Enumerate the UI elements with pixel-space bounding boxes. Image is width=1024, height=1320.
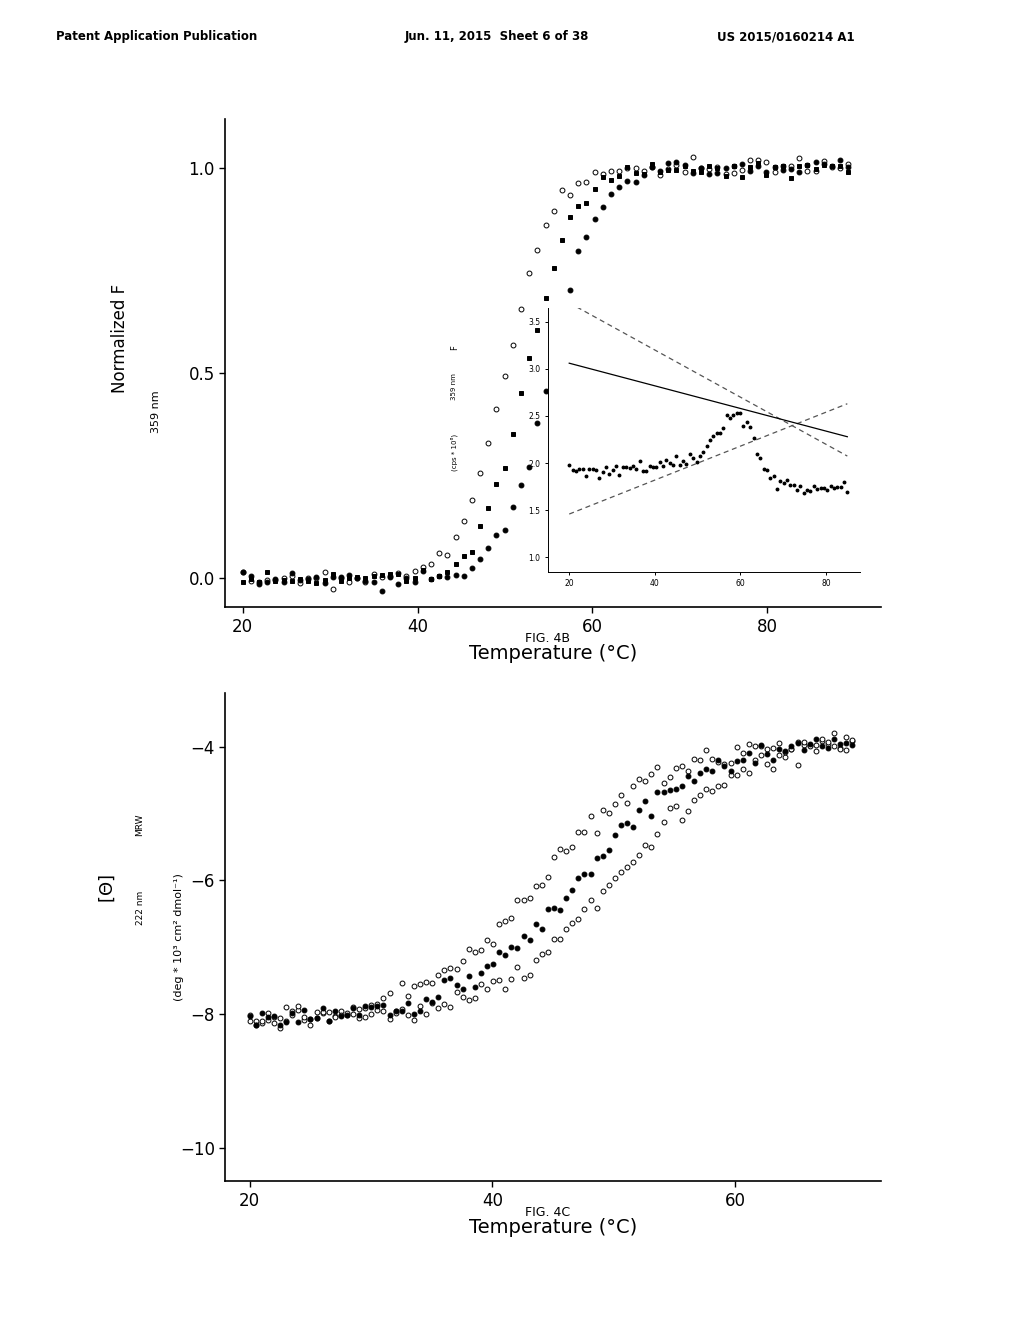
Text: Normalized F: Normalized F — [112, 284, 129, 393]
Text: 222 nm: 222 nm — [135, 891, 144, 925]
Text: Jun. 11, 2015  Sheet 6 of 38: Jun. 11, 2015 Sheet 6 of 38 — [404, 30, 589, 44]
X-axis label: Temperature (°C): Temperature (°C) — [469, 1218, 637, 1237]
Text: 359 nm: 359 nm — [152, 391, 162, 433]
Text: 359 nm: 359 nm — [452, 374, 457, 400]
Text: US 2015/0160214 A1: US 2015/0160214 A1 — [717, 30, 854, 44]
Text: F: F — [450, 345, 459, 350]
Text: FIG. 4C: FIG. 4C — [525, 1206, 570, 1220]
Text: [$\Theta$]: [$\Theta$] — [97, 874, 117, 903]
Text: MRW: MRW — [135, 813, 144, 836]
Text: Patent Application Publication: Patent Application Publication — [56, 30, 258, 44]
Text: (cps * 10⁶): (cps * 10⁶) — [451, 434, 458, 471]
X-axis label: Temperature (°C): Temperature (°C) — [469, 644, 637, 663]
Text: (deg * 10³ cm² dmol⁻¹): (deg * 10³ cm² dmol⁻¹) — [174, 874, 184, 1001]
Text: FIG. 4B: FIG. 4B — [525, 632, 570, 645]
